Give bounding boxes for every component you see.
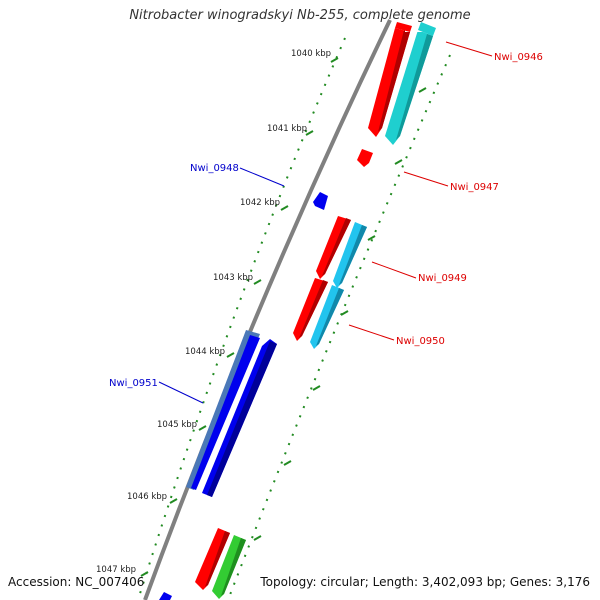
feature-nwi-0949-shade [339, 225, 367, 285]
kbp-tick [330, 57, 339, 63]
kbp-label: 1041 kbp [267, 124, 307, 134]
leader-line-nwi-0949 [371, 261, 417, 279]
kbp-label: 1044 kbp [185, 347, 225, 357]
leader-line-nwi-0948 [239, 167, 285, 187]
feature-top-clip-teal [418, 22, 436, 36]
kbp-label: 1047 kbp [96, 565, 136, 575]
accession-text: Accession: NC_007406 [8, 575, 145, 589]
leader-line-nwi-0951 [158, 381, 204, 404]
gene-label-nwi-0946[interactable]: Nwi_0946 [494, 52, 543, 63]
kbp-tick [253, 279, 262, 285]
kbp-tick [169, 498, 178, 504]
feature-nwi-0950-shade [316, 288, 344, 346]
kbp-label: 1042 kbp [240, 198, 280, 208]
outer-dash [253, 535, 262, 541]
leader-line-nwi-0950 [348, 324, 395, 341]
kbp-tick [198, 425, 207, 431]
leader-line-nwi-0946 [445, 41, 493, 57]
gene-label-nwi-0949[interactable]: Nwi_0949 [418, 273, 467, 284]
gene-label-nwi-0948[interactable]: Nwi_0948 [190, 163, 239, 174]
leader-line-nwi-0947 [403, 171, 449, 187]
feature-bottom-green-shade [221, 538, 246, 596]
kbp-tick [140, 571, 149, 577]
cds-bottom-blue[interactable] [159, 592, 172, 600]
scale-ring-dots [137, 37, 346, 600]
cds-top-clip-red [395, 22, 412, 32]
cds-nwi-0949-shade [322, 218, 351, 276]
outer-dash [340, 310, 349, 316]
kbp-label: 1046 kbp [127, 492, 167, 502]
cds-nwi-0947[interactable] [357, 149, 373, 167]
kbp-label: 1040 kbp [291, 49, 331, 59]
gene-label-nwi-0947[interactable]: Nwi_0947 [450, 182, 499, 193]
cds-nwi-0948[interactable] [313, 192, 328, 210]
kbp-label: 1045 kbp [157, 420, 197, 430]
genome-backbone [143, 19, 392, 600]
kbp-scale: 1040 kbp 1041 kbp 1042 kbp 1043 kbp 1044… [96, 49, 339, 577]
kbp-label: 1043 kbp [213, 273, 253, 283]
gene-leader-lines [158, 41, 493, 404]
cds-nwi-0946-shade [378, 30, 410, 132]
gene-label-nwi-0950[interactable]: Nwi_0950 [396, 336, 445, 347]
kbp-tick [305, 130, 314, 136]
feature-ring-dots [227, 54, 451, 600]
map-title: Nitrobacter winogradskyi Nb-255, complet… [129, 8, 471, 23]
outer-ring-dashes [253, 87, 427, 541]
cds-nwi-0951-shade [207, 341, 277, 497]
cds-nwi-0950-shade [299, 280, 328, 338]
outer-dash [418, 87, 427, 93]
outer-dash [367, 235, 376, 241]
gene-label-nwi-0951[interactable]: Nwi_0951 [109, 378, 158, 389]
outer-dash [283, 460, 292, 466]
outer-dash [312, 385, 321, 391]
outer-dash [394, 159, 403, 165]
kbp-tick [280, 205, 289, 211]
cds-nwi-0951-a[interactable] [191, 335, 260, 490]
genome-summary-text: Topology: circular; Length: 3,402,093 bp… [260, 575, 590, 589]
kbp-tick [226, 352, 235, 358]
cds-bottom-red-shade [205, 531, 230, 587]
feature-nwi-0946-shade [396, 34, 433, 140]
